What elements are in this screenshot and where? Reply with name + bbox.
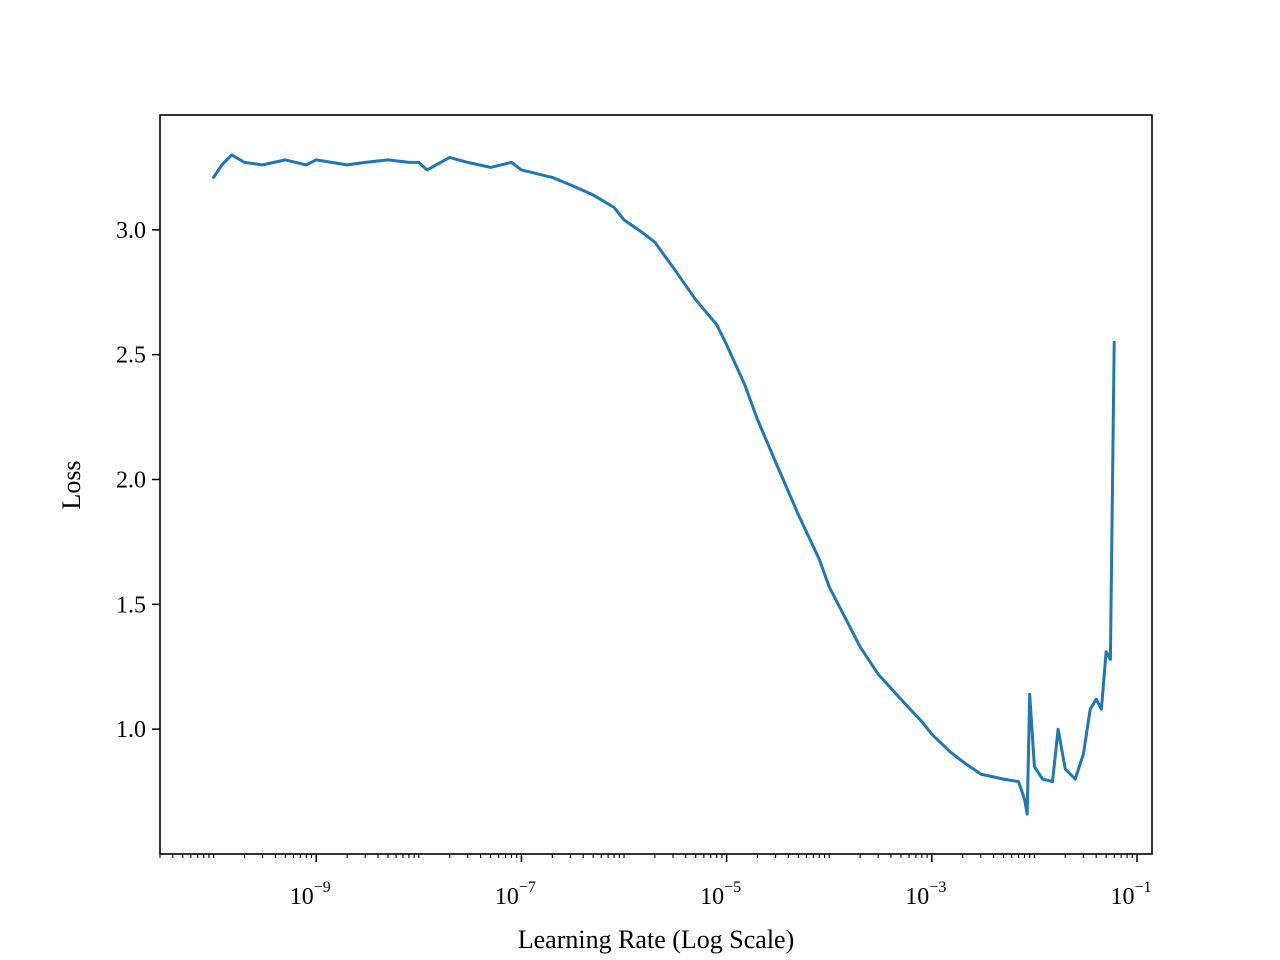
y-axis-label: Loss [57,460,86,509]
y-tick-label: 2.5 [116,343,146,369]
x-tick-label: 10−7 [495,879,536,910]
y-tick-label: 2.0 [116,468,146,494]
series-line-0 [212,153,1116,816]
x-tick-label: 10−1 [1110,879,1151,910]
y-tick-label: 3.0 [116,218,146,244]
x-axis: 10−9 10−7 10−5 10−3 10−1 [159,854,1152,910]
y-tick-label: 1.0 [116,717,146,743]
series-layer [212,153,1116,816]
x-tick-label: 10−9 [290,879,331,910]
y-tick-label: 1.5 [116,592,146,618]
plot-area-frame [159,114,1153,855]
y-axis: 1.0 1.5 2.0 2.5 3.0 [116,218,160,743]
x-axis-label: Learning Rate (Log Scale) [518,925,795,954]
x-tick-label: 10−3 [905,879,946,910]
x-tick-label: 10−5 [700,879,741,910]
